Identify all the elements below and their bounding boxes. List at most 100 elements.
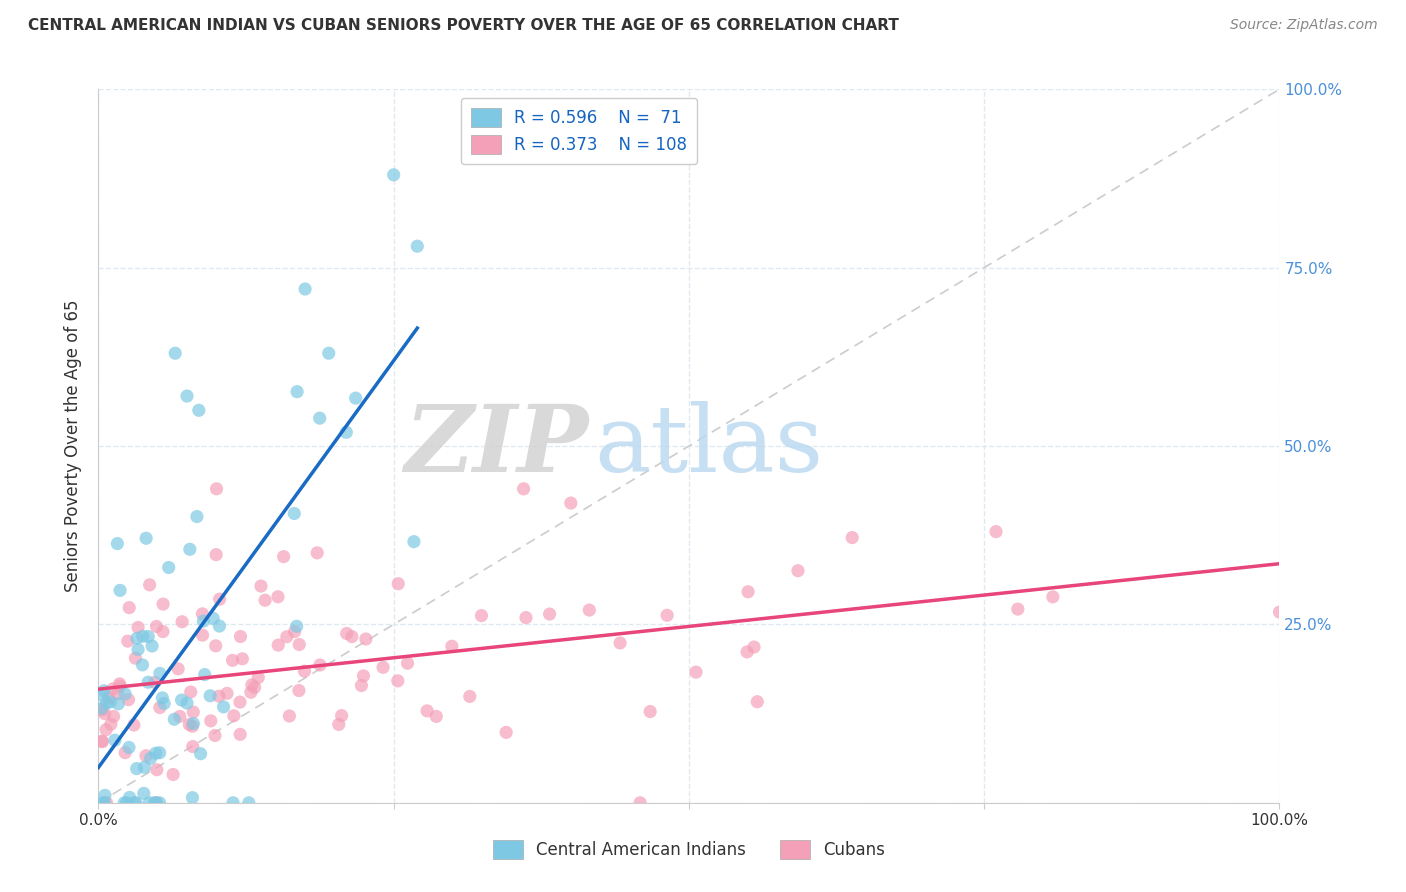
Point xyxy=(163,712,186,726)
Point xyxy=(294,282,316,296)
Point xyxy=(222,796,245,810)
Point xyxy=(91,703,114,717)
Point xyxy=(655,608,678,623)
Point xyxy=(91,734,114,748)
Point xyxy=(124,651,146,665)
Point xyxy=(115,796,138,810)
Point xyxy=(108,679,131,693)
Point xyxy=(191,607,214,621)
Point xyxy=(240,678,263,692)
Point xyxy=(638,705,661,719)
Point xyxy=(387,673,409,688)
Point xyxy=(125,762,148,776)
Point xyxy=(307,546,329,560)
Point xyxy=(538,607,561,621)
Point xyxy=(278,709,301,723)
Point xyxy=(685,665,707,680)
Point xyxy=(118,600,141,615)
Point xyxy=(141,639,163,653)
Point xyxy=(1042,590,1064,604)
Point xyxy=(190,747,212,761)
Point xyxy=(458,690,481,704)
Point xyxy=(127,642,149,657)
Point xyxy=(162,767,184,781)
Point xyxy=(194,667,217,681)
Point xyxy=(229,695,252,709)
Point xyxy=(309,658,332,673)
Point xyxy=(181,719,204,733)
Point xyxy=(124,796,146,810)
Point xyxy=(134,760,156,774)
Point xyxy=(91,734,114,748)
Point xyxy=(416,704,439,718)
Point xyxy=(208,619,231,633)
Point xyxy=(138,796,160,810)
Point xyxy=(200,714,222,728)
Text: ZIP: ZIP xyxy=(405,401,589,491)
Point xyxy=(152,624,174,639)
Point xyxy=(353,669,375,683)
Point xyxy=(179,542,201,557)
Point xyxy=(344,391,367,405)
Point xyxy=(330,708,353,723)
Point xyxy=(205,548,228,562)
Point xyxy=(139,751,162,765)
Point xyxy=(737,584,759,599)
Point xyxy=(735,645,758,659)
Point xyxy=(117,692,139,706)
Point xyxy=(406,239,429,253)
Point xyxy=(135,531,157,545)
Point xyxy=(747,695,769,709)
Point xyxy=(193,614,215,628)
Point xyxy=(387,576,409,591)
Point xyxy=(294,664,316,678)
Point xyxy=(93,683,115,698)
Point xyxy=(187,403,209,417)
Point xyxy=(205,482,228,496)
Point xyxy=(108,583,131,598)
Point xyxy=(167,662,190,676)
Point xyxy=(202,611,225,625)
Text: atlas: atlas xyxy=(595,401,824,491)
Point xyxy=(149,666,172,681)
Point xyxy=(181,739,204,754)
Text: CENTRAL AMERICAN INDIAN VS CUBAN SENIORS POVERTY OVER THE AGE OF 65 CORRELATION : CENTRAL AMERICAN INDIAN VS CUBAN SENIORS… xyxy=(28,18,898,33)
Point xyxy=(515,610,537,624)
Point xyxy=(125,632,148,646)
Point xyxy=(145,796,167,810)
Point xyxy=(98,695,121,709)
Point xyxy=(1268,605,1291,619)
Point xyxy=(145,796,167,810)
Point xyxy=(145,746,167,760)
Point xyxy=(91,701,114,715)
Point xyxy=(104,733,127,747)
Point xyxy=(212,699,235,714)
Point xyxy=(107,697,129,711)
Point xyxy=(170,693,193,707)
Point xyxy=(107,687,129,701)
Point xyxy=(131,657,153,672)
Point xyxy=(609,636,631,650)
Point xyxy=(149,700,172,714)
Point xyxy=(114,687,136,701)
Point xyxy=(222,708,245,723)
Point xyxy=(787,564,810,578)
Point xyxy=(354,632,377,646)
Point xyxy=(153,697,176,711)
Point xyxy=(180,685,202,699)
Point xyxy=(288,683,311,698)
Point xyxy=(283,507,305,521)
Point xyxy=(183,716,205,731)
Point xyxy=(176,696,198,710)
Point xyxy=(191,628,214,642)
Point xyxy=(91,796,114,810)
Point xyxy=(336,626,359,640)
Point xyxy=(127,620,149,634)
Point xyxy=(396,657,419,671)
Legend: Central American Indians, Cubans: Central American Indians, Cubans xyxy=(486,833,891,866)
Point xyxy=(150,690,173,705)
Point xyxy=(267,638,290,652)
Point xyxy=(841,531,863,545)
Point xyxy=(145,619,167,633)
Point xyxy=(288,638,311,652)
